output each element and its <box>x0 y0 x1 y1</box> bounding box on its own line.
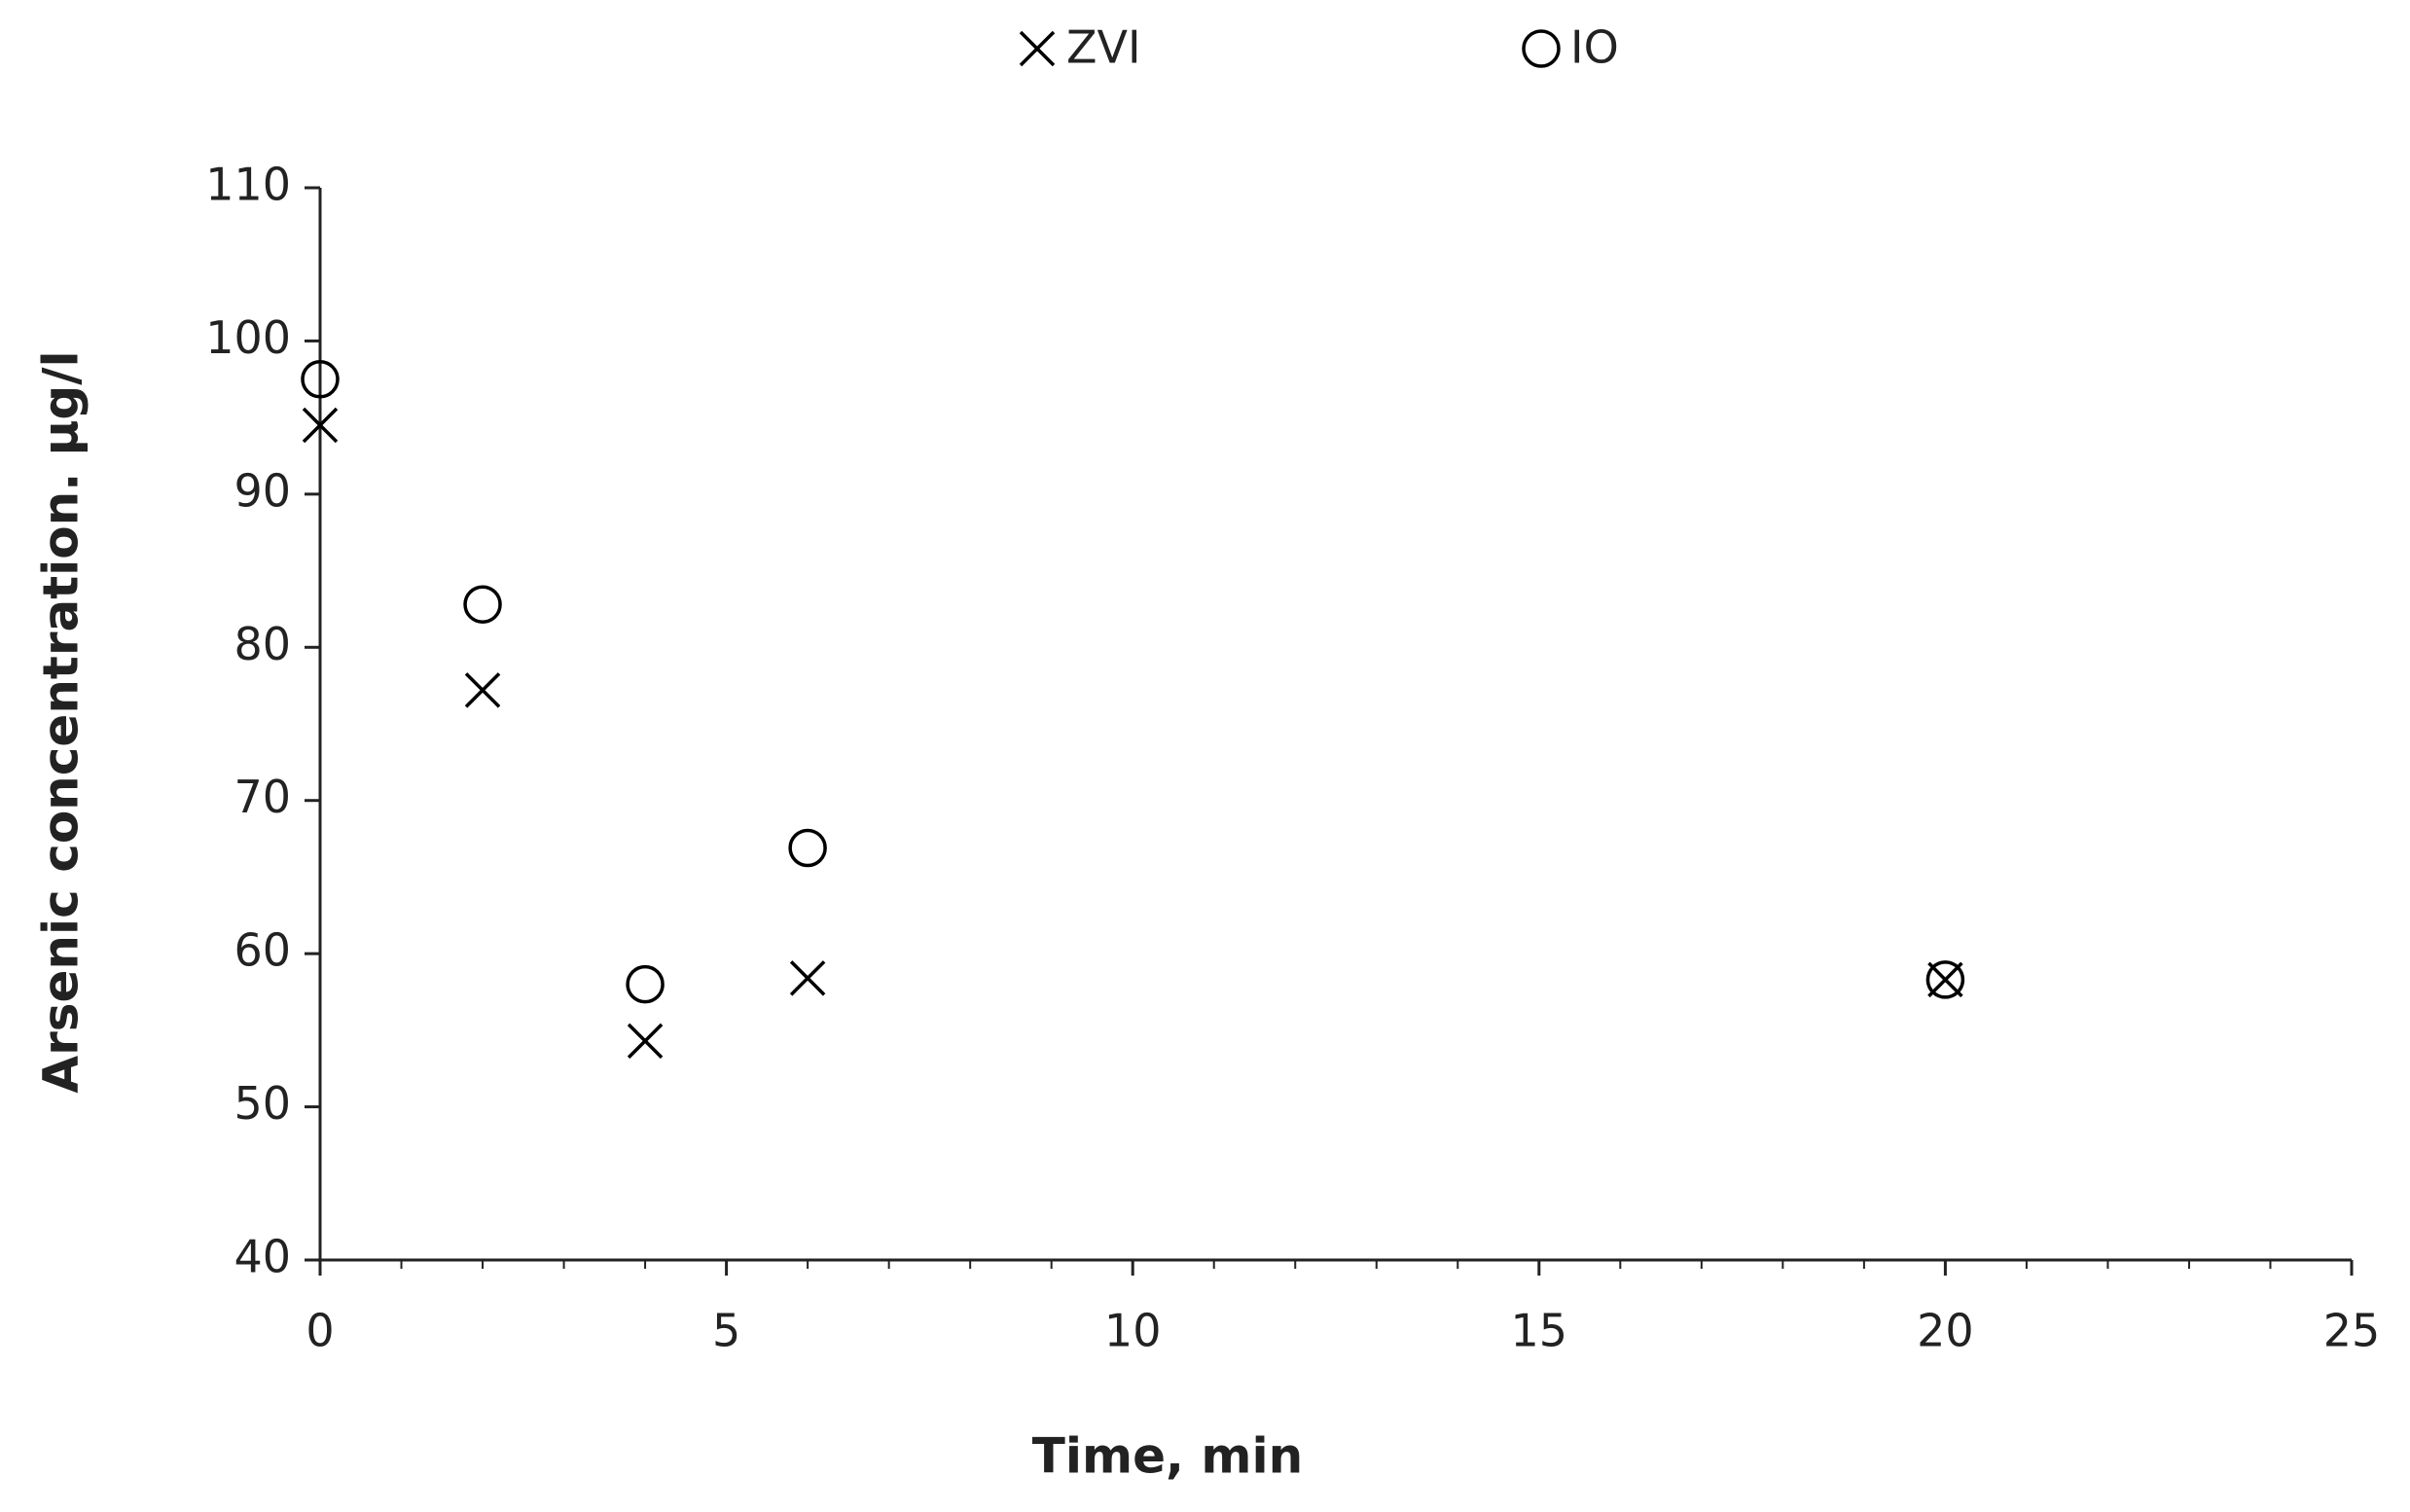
y-tick-label: 110 <box>205 159 291 211</box>
y-tick-label: 100 <box>205 311 291 364</box>
y-tick-label: 70 <box>234 771 291 823</box>
x-tick-label: 0 <box>306 1305 334 1357</box>
x-tick-label: 25 <box>2323 1305 2381 1357</box>
x-tick-label: 10 <box>1104 1305 1162 1357</box>
legend-label: ZVI <box>1066 21 1141 74</box>
legend-label: IO <box>1570 21 1619 74</box>
point <box>1925 960 1965 999</box>
y-tick-label: 90 <box>234 464 291 517</box>
y-tick-label: 40 <box>234 1231 291 1283</box>
y-tick-label: 50 <box>234 1077 291 1130</box>
point <box>1927 961 1963 998</box>
point <box>627 1023 664 1060</box>
point <box>626 964 665 1004</box>
point <box>788 828 827 868</box>
x-tick-label: 5 <box>712 1305 740 1357</box>
x-tick-label: 20 <box>1917 1305 1974 1357</box>
point <box>301 360 340 399</box>
legend-marker <box>1019 30 1056 67</box>
x-tick-label: 15 <box>1511 1305 1568 1357</box>
point <box>464 672 501 708</box>
legend-marker <box>1522 29 1561 68</box>
point <box>789 960 826 996</box>
y-axis-title: Arsenic concentration. µg/l <box>33 350 90 1093</box>
point <box>463 585 502 624</box>
point <box>302 407 339 444</box>
x-axis-title: Time, min <box>1032 1428 1304 1485</box>
y-tick-label: 60 <box>234 924 291 977</box>
y-tick-label: 80 <box>234 618 291 670</box>
